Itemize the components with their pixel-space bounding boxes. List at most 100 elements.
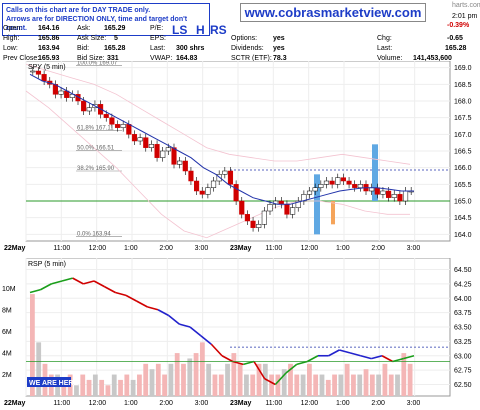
fib-label: 0.0% 163.94 — [77, 231, 111, 237]
open-value: 164.16 — [38, 25, 60, 32]
spy-y-tick: 164.0 — [454, 232, 472, 239]
rsp-volume-tick: 2M — [2, 372, 12, 379]
rsp-price-segment — [83, 280, 95, 285]
spy-candle — [227, 170, 234, 185]
rsp-volume-bar — [395, 374, 400, 396]
spy-x-tick: 2:00 — [371, 245, 385, 252]
change-percent: -0.39% — [447, 22, 470, 29]
site-banner[interactable]: www.cobrasmarketview.com — [240, 3, 426, 22]
rsp-price-segment — [381, 355, 394, 363]
rsp-volume-bar — [124, 374, 130, 396]
spy-candle — [284, 204, 290, 215]
rsp-volume-bar — [306, 363, 312, 396]
rsp-price-segment — [40, 283, 52, 291]
rsp-x-tick: 3:00 — [407, 400, 421, 407]
rsp-price-segment — [157, 309, 170, 317]
spy-candle — [131, 134, 138, 142]
spy-candle — [188, 170, 194, 182]
rsp-price-segment — [371, 354, 383, 360]
rsp-volume-bar — [332, 374, 337, 396]
rsp-volume-bar — [86, 379, 92, 396]
rsp-x-tick: 23May — [230, 400, 252, 407]
we-are-here-box — [27, 377, 71, 387]
spy-candle — [261, 210, 267, 225]
rsp-volume-bar — [363, 369, 369, 396]
rsp-volume-bar — [269, 374, 275, 396]
rsp-y-tick: 63.50 — [454, 325, 472, 332]
rsp-volume-bar — [250, 374, 256, 396]
rsp-volume-bar — [187, 358, 193, 396]
spy-candle — [216, 174, 222, 182]
rsp-volume-bar — [74, 385, 79, 396]
rsp-volume-bar — [344, 363, 350, 396]
rsp-volume-bar — [61, 379, 67, 396]
rsp-volume-bar — [237, 363, 243, 396]
chg-value: -0.65 — [447, 35, 463, 42]
spy-candle — [109, 117, 115, 125]
rsp-price-segment — [51, 280, 63, 285]
open-label: Open: — [3, 25, 23, 32]
spy-candle — [199, 190, 205, 195]
rsp-y-tick: 64.00 — [454, 296, 472, 303]
vwap-label: VWAP: — [150, 55, 173, 62]
rsp-y-tick: 62.75 — [454, 368, 472, 375]
rsp-volume-bar — [212, 374, 218, 396]
ask-size-label: Ask Size: — [77, 35, 107, 42]
spy-candle — [329, 180, 335, 185]
spy-candle — [323, 180, 330, 185]
rsp-price-segment — [253, 361, 266, 380]
rsp-volume-bar — [338, 374, 344, 396]
spy-candle — [171, 147, 177, 165]
bid-value: 165.28 — [104, 45, 126, 52]
rsp-x-tick: 12:00 — [89, 400, 107, 407]
ask-label: Ask: — [77, 25, 91, 32]
spy-candle — [86, 107, 92, 112]
rsp-volume-bar — [351, 374, 356, 396]
notice-line-1: Calls on this chart are for DAY TRADE on… — [6, 7, 151, 14]
rsp-volume-bar — [244, 374, 249, 396]
spy-candle — [210, 180, 217, 188]
volume-value: 141,453,600 — [413, 55, 452, 62]
rsp-price-segment — [189, 326, 202, 337]
rsp-x-tick: 1:00 — [124, 400, 138, 407]
rsp-y-tick: 63.75 — [454, 310, 472, 317]
spy-candle — [205, 187, 211, 195]
rs-tag: RS — [210, 23, 227, 37]
spy-x-tick: 1:00 — [124, 245, 138, 252]
fib-label: 61.8% 167.11 — [77, 126, 114, 132]
spy-candle — [290, 207, 296, 215]
prev-close-value: 165.93 — [38, 55, 60, 62]
rsp-price-segment — [115, 291, 127, 297]
bid-size-label: Bid Size: — [77, 55, 105, 62]
rsp-volume-bar — [149, 369, 155, 396]
rsp-price-segment — [221, 355, 234, 363]
spy-candle — [30, 70, 36, 73]
rsp-price-segment — [210, 343, 223, 357]
upper-band-line — [25, 63, 411, 165]
spy-y-tick: 165.0 — [454, 199, 472, 206]
spy-title: SPY (5 min) — [28, 64, 66, 71]
rsp-price-segment — [392, 357, 404, 363]
day-trade-notice: Calls on this chart are for DAY TRADE on… — [2, 3, 210, 36]
spy-candle — [391, 194, 397, 198]
options-value: yes — [273, 35, 285, 42]
rsp-volume-bar — [294, 374, 300, 396]
rsp-price-segment — [104, 286, 116, 294]
rsp-volume-bar — [388, 374, 394, 396]
notice-line-2: Arrows are for DIRECTION ONLY, time and … — [6, 16, 188, 32]
rsp-volume-tick: 6M — [2, 329, 12, 336]
spy-candle — [318, 184, 324, 188]
rsp-y-tick: 63.25 — [454, 339, 472, 346]
rsp-volume-bar — [174, 353, 180, 396]
high-label: High: — [3, 35, 20, 42]
rsp-x-tick: 2:00 — [371, 400, 385, 407]
we-are-here-label: WE ARE HERE! — [29, 380, 80, 387]
rsp-price-segment — [403, 354, 415, 360]
spy-y-tick: 169.0 — [454, 65, 472, 72]
rsp-price-segment — [306, 355, 319, 363]
spy-candle — [222, 170, 228, 175]
spy-x-tick: 12:00 — [301, 245, 319, 252]
sctr-value: 78.3 — [273, 55, 287, 62]
spy-candle — [267, 204, 273, 212]
spy-candle — [148, 144, 154, 148]
